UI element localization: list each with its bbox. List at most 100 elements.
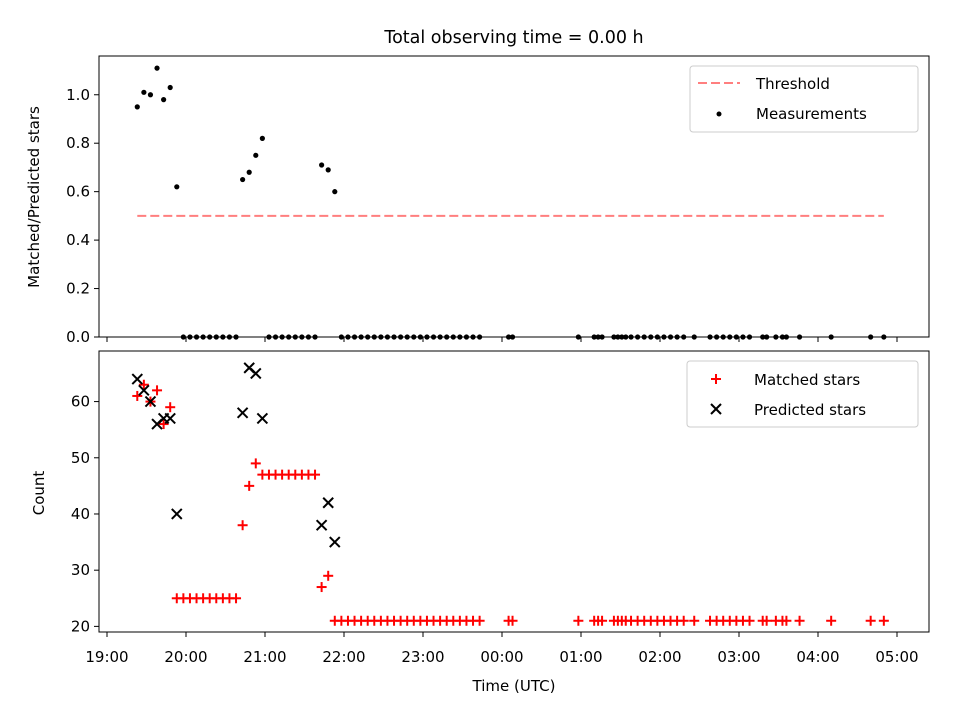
- matched-star-point: [744, 615, 755, 626]
- cross-stroke: [164, 412, 176, 425]
- matched-star-point: [826, 615, 837, 626]
- top-y-axis-label: Matched/Predicted stars: [25, 106, 43, 288]
- chart-title: Total observing time = 0.00 h: [383, 28, 643, 48]
- cross-stroke: [329, 536, 341, 548]
- measurement-point: [147, 92, 154, 98]
- cross-stroke: [144, 395, 157, 408]
- matched-star-point: [573, 615, 584, 626]
- legend-matched-marker: [711, 374, 721, 384]
- matched-star-point: [152, 385, 163, 396]
- top-legend-box: [689, 65, 919, 133]
- bottom-x-tick-label: 22:00: [322, 648, 365, 666]
- bottom-y-tick-label: 60: [71, 393, 90, 411]
- measurement-point: [154, 65, 160, 71]
- predicted-star-point: [329, 536, 341, 548]
- bottom-legend: Matched stars Predicted stars: [686, 360, 919, 428]
- bottom-x-tick-label: 19:00: [85, 648, 128, 666]
- top-y-tick-label: 0.8: [66, 134, 90, 152]
- bottom-x-tick-label: 00:00: [480, 648, 523, 666]
- measurement-point: [246, 169, 252, 175]
- predicted-star-point: [131, 373, 143, 385]
- predicted-stars-points: [131, 362, 341, 548]
- top-y-tick-label: 1.0: [66, 86, 90, 104]
- bottom-x-tick-label: 20:00: [164, 648, 207, 666]
- legend-matched-label: Matched stars: [754, 371, 860, 389]
- bottom-y-axis-label: Count: [30, 471, 48, 516]
- measurement-point: [259, 135, 265, 141]
- cross-stroke: [710, 403, 722, 415]
- bottom-y-tick-label: 50: [71, 449, 90, 467]
- cross-stroke: [171, 508, 183, 520]
- matched-star-point: [507, 615, 518, 626]
- matched-star-point: [244, 480, 255, 491]
- cross-stroke: [131, 373, 143, 385]
- matched-star-point: [316, 582, 327, 593]
- x-axis-label: Time (UTC): [472, 677, 556, 695]
- matched-star-point: [878, 615, 889, 626]
- matched-star-point: [474, 615, 485, 626]
- matched-star-point: [165, 402, 176, 413]
- bottom-x-tick-label: 23:00: [401, 648, 444, 666]
- predicted-star-point: [256, 412, 269, 425]
- matched-star-point: [781, 615, 792, 626]
- matched-star-point: [231, 593, 242, 604]
- cross-stroke: [138, 384, 150, 397]
- matched-star-point: [678, 615, 689, 626]
- top-y-tick-label: 0.0: [66, 328, 90, 346]
- top-y-tick-label: 0.6: [66, 183, 90, 201]
- bottom-y-ticks: 20 30 40 50 60: [71, 393, 99, 635]
- legend-predicted-swatch: [710, 403, 722, 415]
- legend-matched-swatch: [711, 374, 721, 384]
- measurement-point: [161, 97, 167, 103]
- predicted-star-point: [250, 367, 262, 380]
- matched-star-point: [689, 615, 700, 626]
- bottom-x-ticks: 19:00 20:00 21:00 22:00 23:00 00:00 01:00 02:00…: [85, 632, 919, 666]
- measurement-point: [325, 167, 331, 173]
- predicted-star-point: [138, 384, 150, 397]
- predicted-star-point: [144, 395, 157, 408]
- matched-stars-points: [132, 379, 889, 626]
- bottom-y-tick-label: 20: [71, 617, 90, 635]
- predicted-star-point: [171, 508, 183, 520]
- cross-stroke: [256, 412, 269, 425]
- top-plot-frame: [98, 55, 930, 338]
- measurement-point: [332, 189, 338, 195]
- bottom-plot-frame: [98, 350, 930, 633]
- predicted-star-point: [236, 407, 249, 419]
- matched-star-point: [132, 390, 143, 401]
- measurement-point: [174, 184, 180, 190]
- bottom-x-tick-label: 01:00: [559, 648, 602, 666]
- matched-star-point: [597, 615, 608, 626]
- measurement-point: [240, 176, 246, 183]
- predicted-star-point: [322, 497, 334, 509]
- bottom-y-tick-label: 30: [71, 561, 90, 579]
- matched-star-point: [250, 458, 261, 469]
- matched-star-point: [138, 379, 149, 390]
- matched-star-point: [237, 520, 248, 531]
- legend-predicted-marker: [710, 403, 722, 415]
- bottom-y-tick-label: 40: [71, 505, 90, 523]
- predicted-star-point: [315, 519, 328, 531]
- cross-stroke: [243, 362, 255, 374]
- cross-stroke: [250, 367, 262, 380]
- measurement-point: [319, 162, 325, 168]
- legend-predicted-label: Predicted stars: [754, 401, 866, 419]
- bottom-x-tick-label: 02:00: [638, 648, 681, 666]
- bottom-x-tick-label: 21:00: [243, 648, 286, 666]
- top-y-tick-label: 0.2: [66, 280, 90, 298]
- legend-measurements-label: Measurements: [756, 105, 867, 123]
- cross-stroke: [236, 407, 249, 419]
- legend-measurements-swatch: [716, 111, 722, 117]
- measurement-point: [253, 152, 259, 158]
- measurement-point: [141, 89, 147, 95]
- top-x-ticks: [106, 337, 898, 342]
- measurement-point: [134, 104, 140, 110]
- matched-star-point: [794, 615, 805, 626]
- bottom-panel: 20 30 40 50 60 19:00 20:00 21:00 22:00 23:00 00:0…: [30, 350, 930, 695]
- top-y-tick-label: 0.4: [66, 231, 90, 249]
- measurement-point: [167, 84, 173, 91]
- bottom-x-tick-label: 03:00: [717, 648, 760, 666]
- top-y-ticks: 0.0 0.2 0.4 0.6 0.8 1.0: [66, 86, 99, 346]
